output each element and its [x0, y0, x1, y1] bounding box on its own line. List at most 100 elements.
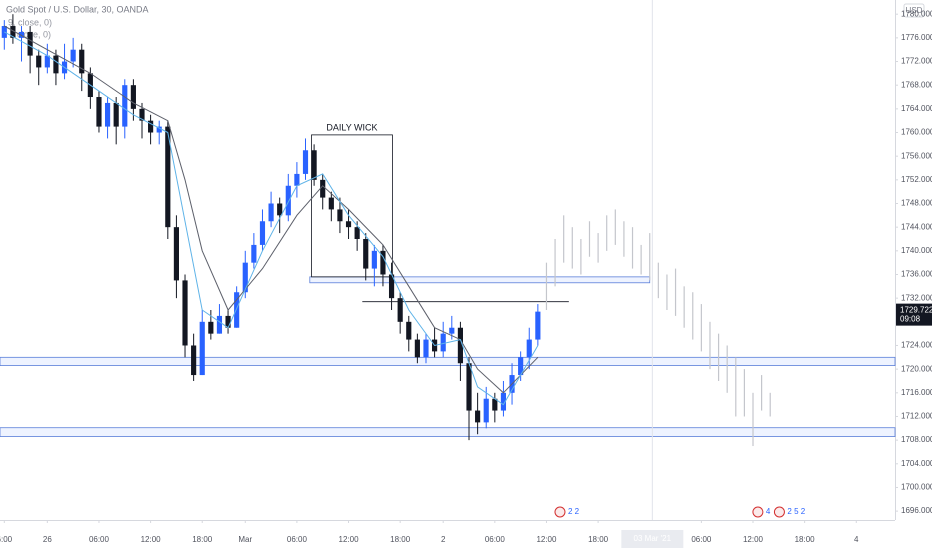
- y-tick-label: 1696.000: [901, 506, 932, 515]
- candle-body: [27, 31, 33, 56]
- candle-body: [414, 339, 420, 358]
- candle-body: [173, 227, 179, 281]
- candle-body: [302, 150, 309, 174]
- currency-badge[interactable]: [903, 3, 925, 18]
- countdown: 09:08: [900, 315, 921, 324]
- zone: [309, 276, 651, 284]
- candle-body: [457, 327, 463, 364]
- y-tick-label: 1748.000: [901, 199, 932, 208]
- y-tick-label: 1732.000: [901, 293, 932, 302]
- x-tick-label: 26: [43, 535, 52, 544]
- candle-body: [518, 357, 524, 376]
- candle-body: [363, 238, 369, 269]
- y-tick-label: 1724.000: [901, 341, 932, 350]
- candle-body: [328, 197, 334, 210]
- candle-body: [380, 250, 386, 275]
- candle-body: [139, 108, 145, 121]
- candle-body: [345, 221, 352, 228]
- candle-body: [156, 126, 162, 133]
- candle-body: [165, 126, 171, 228]
- legend-item: 9, close, 0): [8, 17, 52, 27]
- box-label: DAILY WICK: [326, 122, 377, 132]
- candle-body: [44, 55, 50, 68]
- y-tick-label: 1780.000: [901, 9, 932, 18]
- candle-body: [483, 398, 489, 423]
- candle-body: [18, 31, 25, 38]
- y-tick-label: 1712.000: [901, 412, 932, 421]
- x-tick-label: 12:00: [141, 535, 162, 544]
- symbol-title: Gold Spot / U.S. Dollar, 30, OANDA: [6, 4, 149, 14]
- x-tick-label: 6:00: [0, 535, 13, 544]
- zone: [0, 356, 896, 366]
- x-tick-label: 2: [441, 535, 446, 544]
- event-label: 2 5 2: [787, 507, 805, 516]
- last-price-bg: [896, 303, 932, 326]
- y-tick-label: 1720.000: [901, 364, 932, 373]
- candle-body: [148, 120, 154, 133]
- candle-body: [259, 221, 266, 245]
- candle-body: [251, 244, 257, 263]
- x-tick-label: 06:00: [89, 535, 110, 544]
- y-tick-label: 1700.000: [901, 483, 932, 492]
- candle-body: [285, 185, 291, 216]
- x-tick-label: 12:00: [536, 535, 557, 544]
- zone: [0, 427, 896, 437]
- candle-body: [371, 250, 377, 269]
- candle-body: [320, 179, 326, 198]
- cursor-label-bg: [621, 530, 684, 548]
- candle-body: [96, 97, 102, 127]
- event-label: 4: [766, 507, 771, 516]
- candle-body: [104, 102, 111, 127]
- candle-body: [242, 262, 248, 293]
- candle-body: [122, 85, 128, 127]
- candle-body: [130, 85, 136, 109]
- event-icon: [773, 506, 785, 518]
- y-tick-label: 1740.000: [901, 246, 932, 255]
- x-tick-label: 12:00: [743, 535, 764, 544]
- candle-body: [337, 209, 343, 222]
- candle-body: [406, 321, 412, 340]
- candle-body: [294, 173, 300, 186]
- y-tick-label: 1752.000: [901, 175, 932, 184]
- moving-average: [4, 31, 539, 406]
- y-tick-label: 1704.000: [901, 459, 932, 468]
- y-tick-label: 1760.000: [901, 128, 932, 137]
- candle-body: [535, 311, 541, 340]
- event-label: 2 2: [568, 507, 580, 516]
- candle-body: [500, 392, 507, 411]
- candle-body: [53, 55, 59, 74]
- x-tick-label: 18:00: [795, 535, 816, 544]
- candle-body: [208, 321, 214, 334]
- y-tick-label: 1776.000: [901, 33, 932, 42]
- candle-body: [277, 203, 283, 216]
- x-tick-label: 06:00: [691, 535, 712, 544]
- last-price: 1729.722: [900, 306, 932, 315]
- candle-body: [440, 333, 446, 352]
- x-tick-label: 06:00: [287, 535, 308, 544]
- candle-body: [354, 227, 360, 239]
- y-tick-label: 1744.000: [901, 222, 932, 231]
- y-tick-label: 1736.000: [901, 270, 932, 279]
- x-tick-label: 06:00: [485, 535, 506, 544]
- x-tick-label: Mar: [238, 535, 252, 544]
- candle-body: [182, 280, 188, 346]
- candle-body: [397, 298, 403, 322]
- candle-body: [388, 274, 395, 299]
- candle-body: [191, 345, 197, 376]
- currency-label: USD: [906, 6, 923, 15]
- candle-body: [526, 339, 532, 358]
- candle-body: [423, 339, 429, 358]
- candle-body: [216, 315, 223, 334]
- y-tick-label: 1708.000: [901, 435, 932, 444]
- candle-body: [449, 327, 455, 334]
- y-tick-label: 1716.000: [901, 388, 932, 397]
- candle-body: [225, 315, 231, 328]
- candle-body: [36, 55, 42, 68]
- candle-body: [234, 292, 240, 328]
- candle-body: [311, 150, 317, 180]
- event-icon: [752, 506, 764, 518]
- candle-body: [70, 49, 76, 62]
- candle-body: [79, 49, 85, 74]
- y-tick-label: 1768.000: [901, 80, 932, 89]
